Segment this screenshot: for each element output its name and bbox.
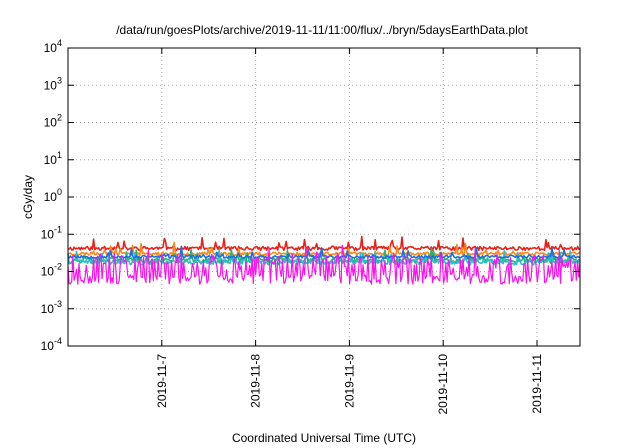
series-line	[67, 245, 581, 260]
y-tick-label-base: 10	[44, 116, 58, 130]
y-tick-label: 103	[44, 75, 62, 92]
y-tick-label-exponent: -4	[54, 336, 62, 346]
y-tick-label-base: 10	[41, 265, 55, 279]
y-tick-label-base: 10	[44, 41, 58, 55]
y-tick-label-exponent: -1	[54, 224, 62, 234]
y-tick-label: 104	[44, 38, 62, 55]
series-line	[67, 235, 580, 252]
y-tick-label-base: 10	[44, 153, 58, 167]
x-axis-label: Coordinated Universal Time (UTC)	[232, 431, 416, 445]
chart-title: /data/run/goesPlots/archive/2019-11-11/1…	[116, 23, 528, 37]
y-tick-label: 10-3	[41, 299, 62, 316]
y-tick-label-base: 10	[41, 227, 55, 241]
y-tick-label: 10-4	[41, 336, 62, 353]
series-layer	[67, 235, 581, 285]
x-tick-label: 2019-11-11	[530, 354, 544, 414]
y-tick-label-exponent: 3	[57, 75, 62, 85]
y-tick-label-base: 10	[44, 78, 58, 92]
x-tick-label: 2019-11-9	[342, 354, 356, 408]
y-tick-label: 102	[44, 113, 62, 130]
y-tick-label-base: 10	[41, 302, 55, 316]
y-tick-label-base: 10	[44, 190, 58, 204]
y-axis-label: cGy/day	[21, 175, 35, 219]
series-line	[67, 244, 581, 285]
grid-lines	[68, 48, 580, 346]
x-tick-label: 2019-11-10	[436, 354, 450, 415]
series-line	[67, 241, 581, 257]
y-tick-label-exponent: 2	[57, 113, 62, 123]
x-axis: 2019-11-7 2019-11-8 2019-11-9 2019-11-10 201…	[155, 48, 544, 415]
y-tick-label: 100	[44, 187, 62, 204]
y-tick-label: 10-1	[41, 224, 62, 241]
y-tick-label-exponent: 1	[57, 150, 62, 160]
y-tick-label: 101	[44, 150, 62, 167]
y-tick-label-exponent: -3	[54, 299, 62, 309]
y-tick-label: 10-2	[41, 262, 62, 279]
y-tick-label-exponent: 0	[57, 187, 62, 197]
x-tick-label: 2019-11-8	[249, 354, 263, 408]
y-tick-label-base: 10	[41, 339, 55, 353]
x-tick-label: 2019-11-7	[155, 354, 169, 408]
y-tick-label-exponent: -2	[54, 262, 62, 272]
y-tick-label-exponent: 4	[57, 38, 62, 48]
